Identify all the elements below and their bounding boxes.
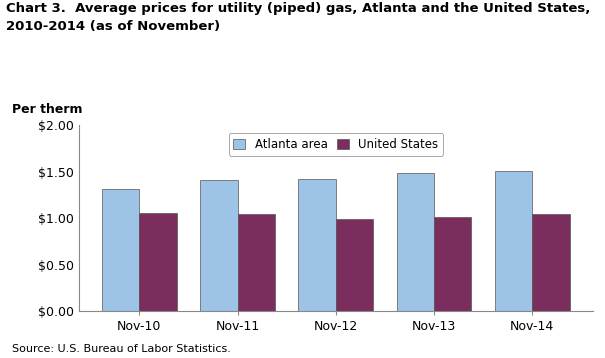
Bar [238, 214, 275, 311]
Bar [397, 173, 434, 311]
Bar [139, 213, 177, 311]
Text: Source: U.S. Bureau of Labor Statistics.: Source: U.S. Bureau of Labor Statistics. [12, 344, 231, 354]
Bar [298, 179, 336, 311]
Bar [434, 217, 471, 311]
Bar [102, 189, 139, 311]
Bar [532, 214, 569, 311]
Text: 2010-2014 (as of November): 2010-2014 (as of November) [6, 20, 220, 33]
Bar [336, 219, 373, 311]
Bar [495, 171, 532, 311]
Legend: Atlanta area, United States: Atlanta area, United States [229, 133, 443, 155]
Bar [200, 180, 238, 311]
Text: Per therm: Per therm [12, 103, 83, 116]
Text: Chart 3.  Average prices for utility (piped) gas, Atlanta and the United States,: Chart 3. Average prices for utility (pip… [6, 2, 590, 15]
